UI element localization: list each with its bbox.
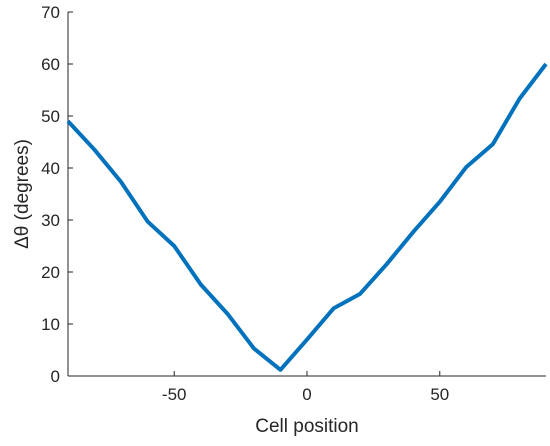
y-tick-label: 40 <box>41 159 60 178</box>
y-axis-label: Δθ (degrees) <box>12 139 33 249</box>
y-tick-label: 20 <box>41 263 60 282</box>
y-tick-label: 10 <box>41 315 60 334</box>
x-tick-label: -50 <box>162 385 187 404</box>
y-tick-label: 50 <box>41 107 60 126</box>
line-series <box>66 62 548 372</box>
y-tick-label: 60 <box>41 55 60 74</box>
x-axis-label: Cell position <box>255 416 359 437</box>
x-tick-label: 50 <box>430 385 449 404</box>
y-tick-label: 70 <box>41 3 60 22</box>
x-tick-label: 0 <box>302 385 311 404</box>
y-tick-label: 0 <box>51 367 60 386</box>
y-tick-label: 30 <box>41 211 60 230</box>
